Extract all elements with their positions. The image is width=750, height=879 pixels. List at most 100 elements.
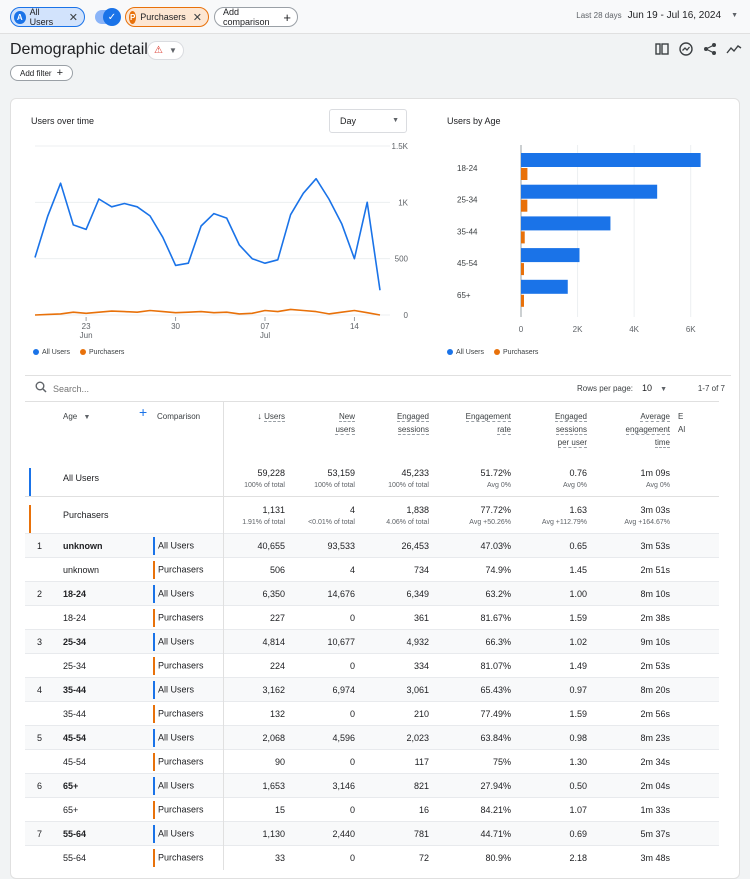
sessions-per-user-cell: 0.98 <box>569 732 587 743</box>
users-cell: 227 <box>222 605 289 630</box>
table-row[interactable]: 25-34 Purchasers 224 0 334 81.07% 1.49 2m 53s <box>25 653 719 678</box>
table-row[interactable]: 45-54 Purchasers 90 0 117 75% 1.30 2m 34s <box>25 749 719 774</box>
add-comparison-button[interactable]: Add comparison + <box>214 7 298 27</box>
engaged-sessions-cell: 72 <box>418 852 429 863</box>
age-cell: 55-64 <box>63 828 87 839</box>
y-tick-label: 25-34 <box>457 196 478 205</box>
row-index: 7 <box>37 828 43 839</box>
table-row[interactable]: 6 65+ All Users 1,653 3,146 821 27.94% 0.50 2m 0… <box>25 773 719 798</box>
users-cell: 1,653 <box>222 773 289 798</box>
x-tick-label: 30 <box>171 322 180 331</box>
row-index <box>25 798 55 822</box>
comparison-cell: All Users <box>153 630 223 654</box>
totals-engagement-time: 1m 09s Avg 0% <box>640 467 670 489</box>
new-users-cell: 0 <box>349 804 355 815</box>
engagement-rate-header[interactable]: Engagement rate <box>465 412 511 435</box>
table-row[interactable]: unknown Purchasers 506 4 734 74.9% 1.45 2m 51s <box>25 557 719 582</box>
table-row[interactable]: 65+ Purchasers 15 0 16 84.21% 1.07 1m 33s <box>25 797 719 822</box>
engaged-sessions-cell: 117 <box>414 756 429 767</box>
y-tick-label: 500 <box>395 255 409 264</box>
add-dimension-icon[interactable]: + <box>139 404 148 420</box>
date-range-picker[interactable]: Last 28 days Jun 19 - Jul 16, 2024 ▼ <box>576 10 738 21</box>
legend-item-purchasers: Purchasers <box>80 349 124 356</box>
insights-icon[interactable] <box>678 41 694 57</box>
sessions-per-user-cell: 1.30 <box>569 756 587 767</box>
new-users-cell: 0 <box>349 660 355 671</box>
engaged-sessions-cell: 821 <box>413 780 429 791</box>
totals-row: Purchasers 1,131 1.91% of total 4 <0.01% of … <box>25 496 719 534</box>
engagement-rate-cell: 65.43% <box>480 684 511 695</box>
comparison-cell: All Users <box>153 774 223 798</box>
engagement-time-cell: 2m 51s <box>640 564 670 575</box>
engagement-rate-cell: 63.2% <box>485 588 511 599</box>
table-row[interactable]: 3 25-34 All Users 4,814 10,677 4,932 66.3% 1.02… <box>25 629 719 654</box>
warning-dropdown[interactable]: ⚠ ▼ <box>147 41 184 60</box>
share-icon[interactable] <box>702 41 718 57</box>
table-row[interactable]: 55-64 Purchasers 33 0 72 80.9% 2.18 3m 48s <box>25 845 719 870</box>
table-row[interactable]: 35-44 Purchasers 132 0 210 77.49% 1.59 2m 56s <box>25 701 719 726</box>
engaged-sessions-per-user-header[interactable]: Engaged sessions per user <box>554 412 587 448</box>
engaged-sessions-header[interactable]: Engaged sessions <box>396 412 429 435</box>
line-chart-legend: All Users Purchasers <box>33 349 124 356</box>
series-line-purchasers <box>34 308 381 316</box>
users-cell: 1,130 <box>222 821 289 846</box>
engagement-rate-cell: 75% <box>492 756 511 767</box>
segment-chip-purchasers[interactable]: P Purchasers ✕ <box>125 7 209 27</box>
age-cell: unknown <box>63 564 100 575</box>
segment-chip-all-users[interactable]: A All Users ✕ <box>10 7 85 27</box>
new-users-cell: 2,440 <box>332 828 355 839</box>
row-index <box>25 606 55 630</box>
new-users-header[interactable]: New users <box>335 412 355 435</box>
age-cell: 18-24 <box>63 612 87 623</box>
comparison-cell: All Users <box>153 822 223 846</box>
close-icon[interactable]: ✕ <box>68 11 78 24</box>
page-title: Demographic details <box>10 41 156 58</box>
y-tick-label: 18-24 <box>457 164 478 173</box>
row-index: 4 <box>37 684 43 695</box>
header-actions <box>654 41 742 57</box>
table-row[interactable]: 5 45-54 All Users 2,068 4,596 2,023 63.84% 0.98… <box>25 725 719 750</box>
age-cell: 45-54 <box>63 756 87 767</box>
age-cell: 55-64 <box>63 852 87 863</box>
totals-sessions-per-user: 0.76 Avg 0% <box>563 467 587 489</box>
engagement-rate-cell: 81.67% <box>480 612 511 623</box>
search-input[interactable] <box>53 383 253 394</box>
engagement-time-cell: 9m 10s <box>640 636 670 647</box>
users-by-age-title: Users by Age <box>447 116 501 126</box>
table-row[interactable]: 1 unknown All Users 40,655 93,533 26,453 47.03… <box>25 533 719 558</box>
close-icon[interactable]: ✕ <box>192 11 202 24</box>
table-row[interactable]: 4 35-44 All Users 3,162 6,974 3,061 65.43% 0.97… <box>25 677 719 702</box>
segment-avatar: P <box>129 10 137 24</box>
extra-column-header[interactable]: E Al <box>678 412 686 434</box>
search-icon[interactable] <box>35 381 47 396</box>
new-users-cell: 0 <box>349 612 355 623</box>
add-comparison-label: Add comparison <box>223 7 270 27</box>
new-users-cell: 0 <box>349 852 355 863</box>
comparison-toggle[interactable]: ✓ <box>95 8 121 26</box>
dimension-header[interactable]: Age ▼ <box>63 412 91 421</box>
table-row[interactable]: 7 55-64 All Users 1,130 2,440 781 44.71% 0.69 5m… <box>25 821 719 846</box>
data-table: Age ▼ + Comparison ↓ Users New users Enga… <box>25 401 719 870</box>
x-tick-label: 6K <box>686 325 696 334</box>
new-users-cell: 93,533 <box>327 540 355 551</box>
granularity-value: Day <box>340 116 357 126</box>
users-cell: 4,814 <box>222 629 289 654</box>
top-bar: A All Users ✕ ✓ P Purchasers ✕ Add compa… <box>0 0 750 34</box>
users-cell: 506 <box>222 557 289 582</box>
sessions-per-user-cell: 1.59 <box>569 612 587 623</box>
trend-icon[interactable] <box>726 41 742 57</box>
columns-icon[interactable] <box>654 41 670 57</box>
table-row[interactable]: 2 18-24 All Users 6,350 14,676 6,349 63.2% 1.00… <box>25 581 719 606</box>
row-index <box>25 558 55 582</box>
users-cell: 40,655 <box>222 533 289 558</box>
age-cell: 65+ <box>63 780 79 791</box>
engagement-time-cell: 2m 38s <box>640 612 670 623</box>
add-filter-button[interactable]: Add filter + <box>10 65 73 81</box>
segment-label: Purchasers <box>140 12 186 22</box>
bar-purchasers <box>521 199 528 212</box>
average-engagement-time-header[interactable]: Average engagement time <box>625 412 670 448</box>
users-header[interactable]: ↓ Users <box>222 401 289 460</box>
rows-per-page-select[interactable]: 10 ▼ <box>642 383 667 393</box>
table-row[interactable]: 18-24 Purchasers 227 0 361 81.67% 1.59 2m 38s <box>25 605 719 630</box>
granularity-select[interactable]: Day ▼ <box>329 109 407 133</box>
